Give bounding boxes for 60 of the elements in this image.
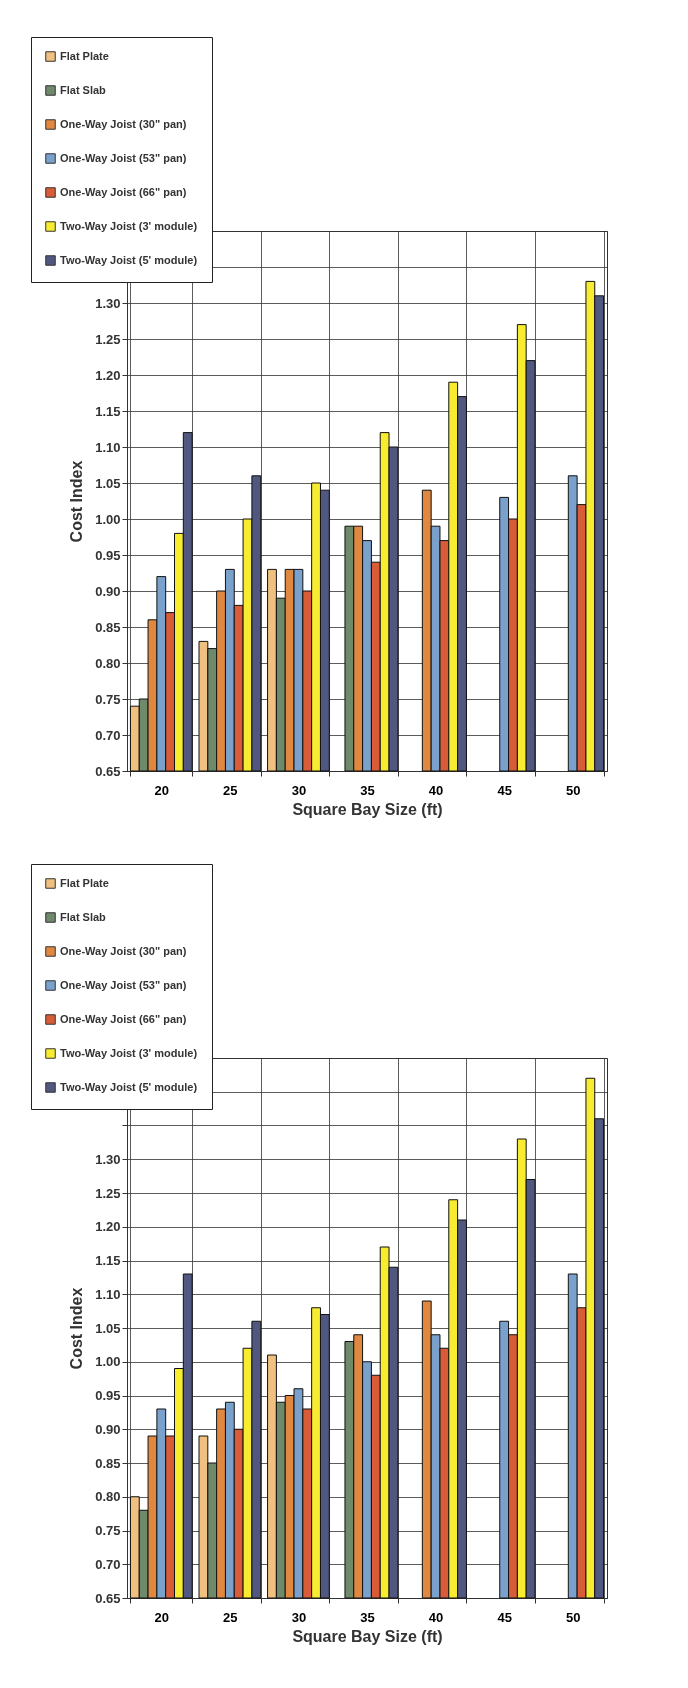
legend-label: One-Way Joist (66" pan) [60,1012,187,1025]
y-tick-label: 1.30 [95,1151,121,1167]
y-tick-label: 1.20 [95,1219,121,1235]
x-tick-label: 25 [223,782,238,798]
x-tick-label: 20 [154,1609,170,1625]
y-tick-label: 1.30 [95,295,121,311]
x-tick-label: 35 [360,1609,375,1625]
legend-label: One-Way Joist (66" pan) [60,185,187,198]
legend-label: One-Way Joist (53" pan) [60,151,187,164]
y-tick-label: 0.85 [95,1455,121,1471]
x-tick-label: 50 [565,1609,581,1625]
x-tick-label: 45 [497,1609,512,1625]
legend-label: Flat Plate [60,49,109,62]
legend-label: One-Way Joist (30" pan) [60,944,187,957]
y-tick-label: 1.05 [95,475,121,491]
legend-label: Two-Way Joist (5' module) [60,1080,198,1093]
y-tick-label: 0.65 [95,763,121,779]
legend-label: Two-Way Joist (5' module) [60,253,198,266]
legend-label: Two-Way Joist (3' module) [60,1046,198,1059]
y-tick-label: 0.85 [95,619,121,635]
y-tick-label: 1.10 [95,1286,121,1302]
x-tick-label: 50 [565,782,581,798]
y-axis-title: Cost Index [68,1287,86,1370]
legend-label: Two-Way Joist (3' module) [60,219,198,232]
legend-label: One-Way Joist (53" pan) [60,978,187,991]
x-tick-label: 40 [428,782,444,798]
x-tick-label: 30 [291,1609,307,1625]
y-tick-label: 0.90 [95,583,121,599]
legend-label: Flat Slab [60,83,107,96]
x-tick-label: 30 [291,782,307,798]
y-tick-label: 1.15 [95,403,121,419]
y-tick-label: 1.25 [95,1185,121,1201]
legend-label: Flat Slab [60,910,107,923]
y-tick-label: 1.10 [95,439,121,455]
y-tick-label: 0.75 [95,1523,121,1538]
y-tick-label: 1.00 [95,1354,121,1370]
y-tick-label: 0.70 [95,1556,121,1572]
y-tick-label: 0.70 [95,727,121,743]
y-tick-label: 0.95 [95,547,121,563]
x-tick-label: 25 [223,1609,238,1625]
y-tick-label: 0.90 [95,1421,121,1437]
y-tick-label: 0.75 [95,691,121,707]
y-tick-label: 0.95 [95,1388,121,1403]
x-axis-title: Square Bay Size (ft) [292,800,443,818]
x-tick-label: 40 [428,1609,444,1625]
x-axis-title: Square Bay Size (ft) [292,1627,443,1645]
y-axis-title: Cost Index [68,460,86,543]
y-tick-label: 0.80 [95,655,121,671]
y-tick-label: 1.15 [95,1253,121,1268]
y-tick-label: 0.65 [95,1590,121,1606]
y-tick-label: 1.25 [95,331,121,347]
y-tick-label: 1.05 [95,1320,121,1336]
legend-label: Flat Plate [60,876,109,889]
x-tick-label: 20 [154,782,170,798]
y-tick-label: 1.00 [95,511,121,527]
legend-label: One-Way Joist (30" pan) [60,117,187,130]
x-tick-label: 45 [497,782,512,798]
y-tick-label: 0.80 [95,1489,121,1505]
x-tick-label: 35 [360,782,375,798]
y-tick-label: 1.20 [95,367,121,383]
